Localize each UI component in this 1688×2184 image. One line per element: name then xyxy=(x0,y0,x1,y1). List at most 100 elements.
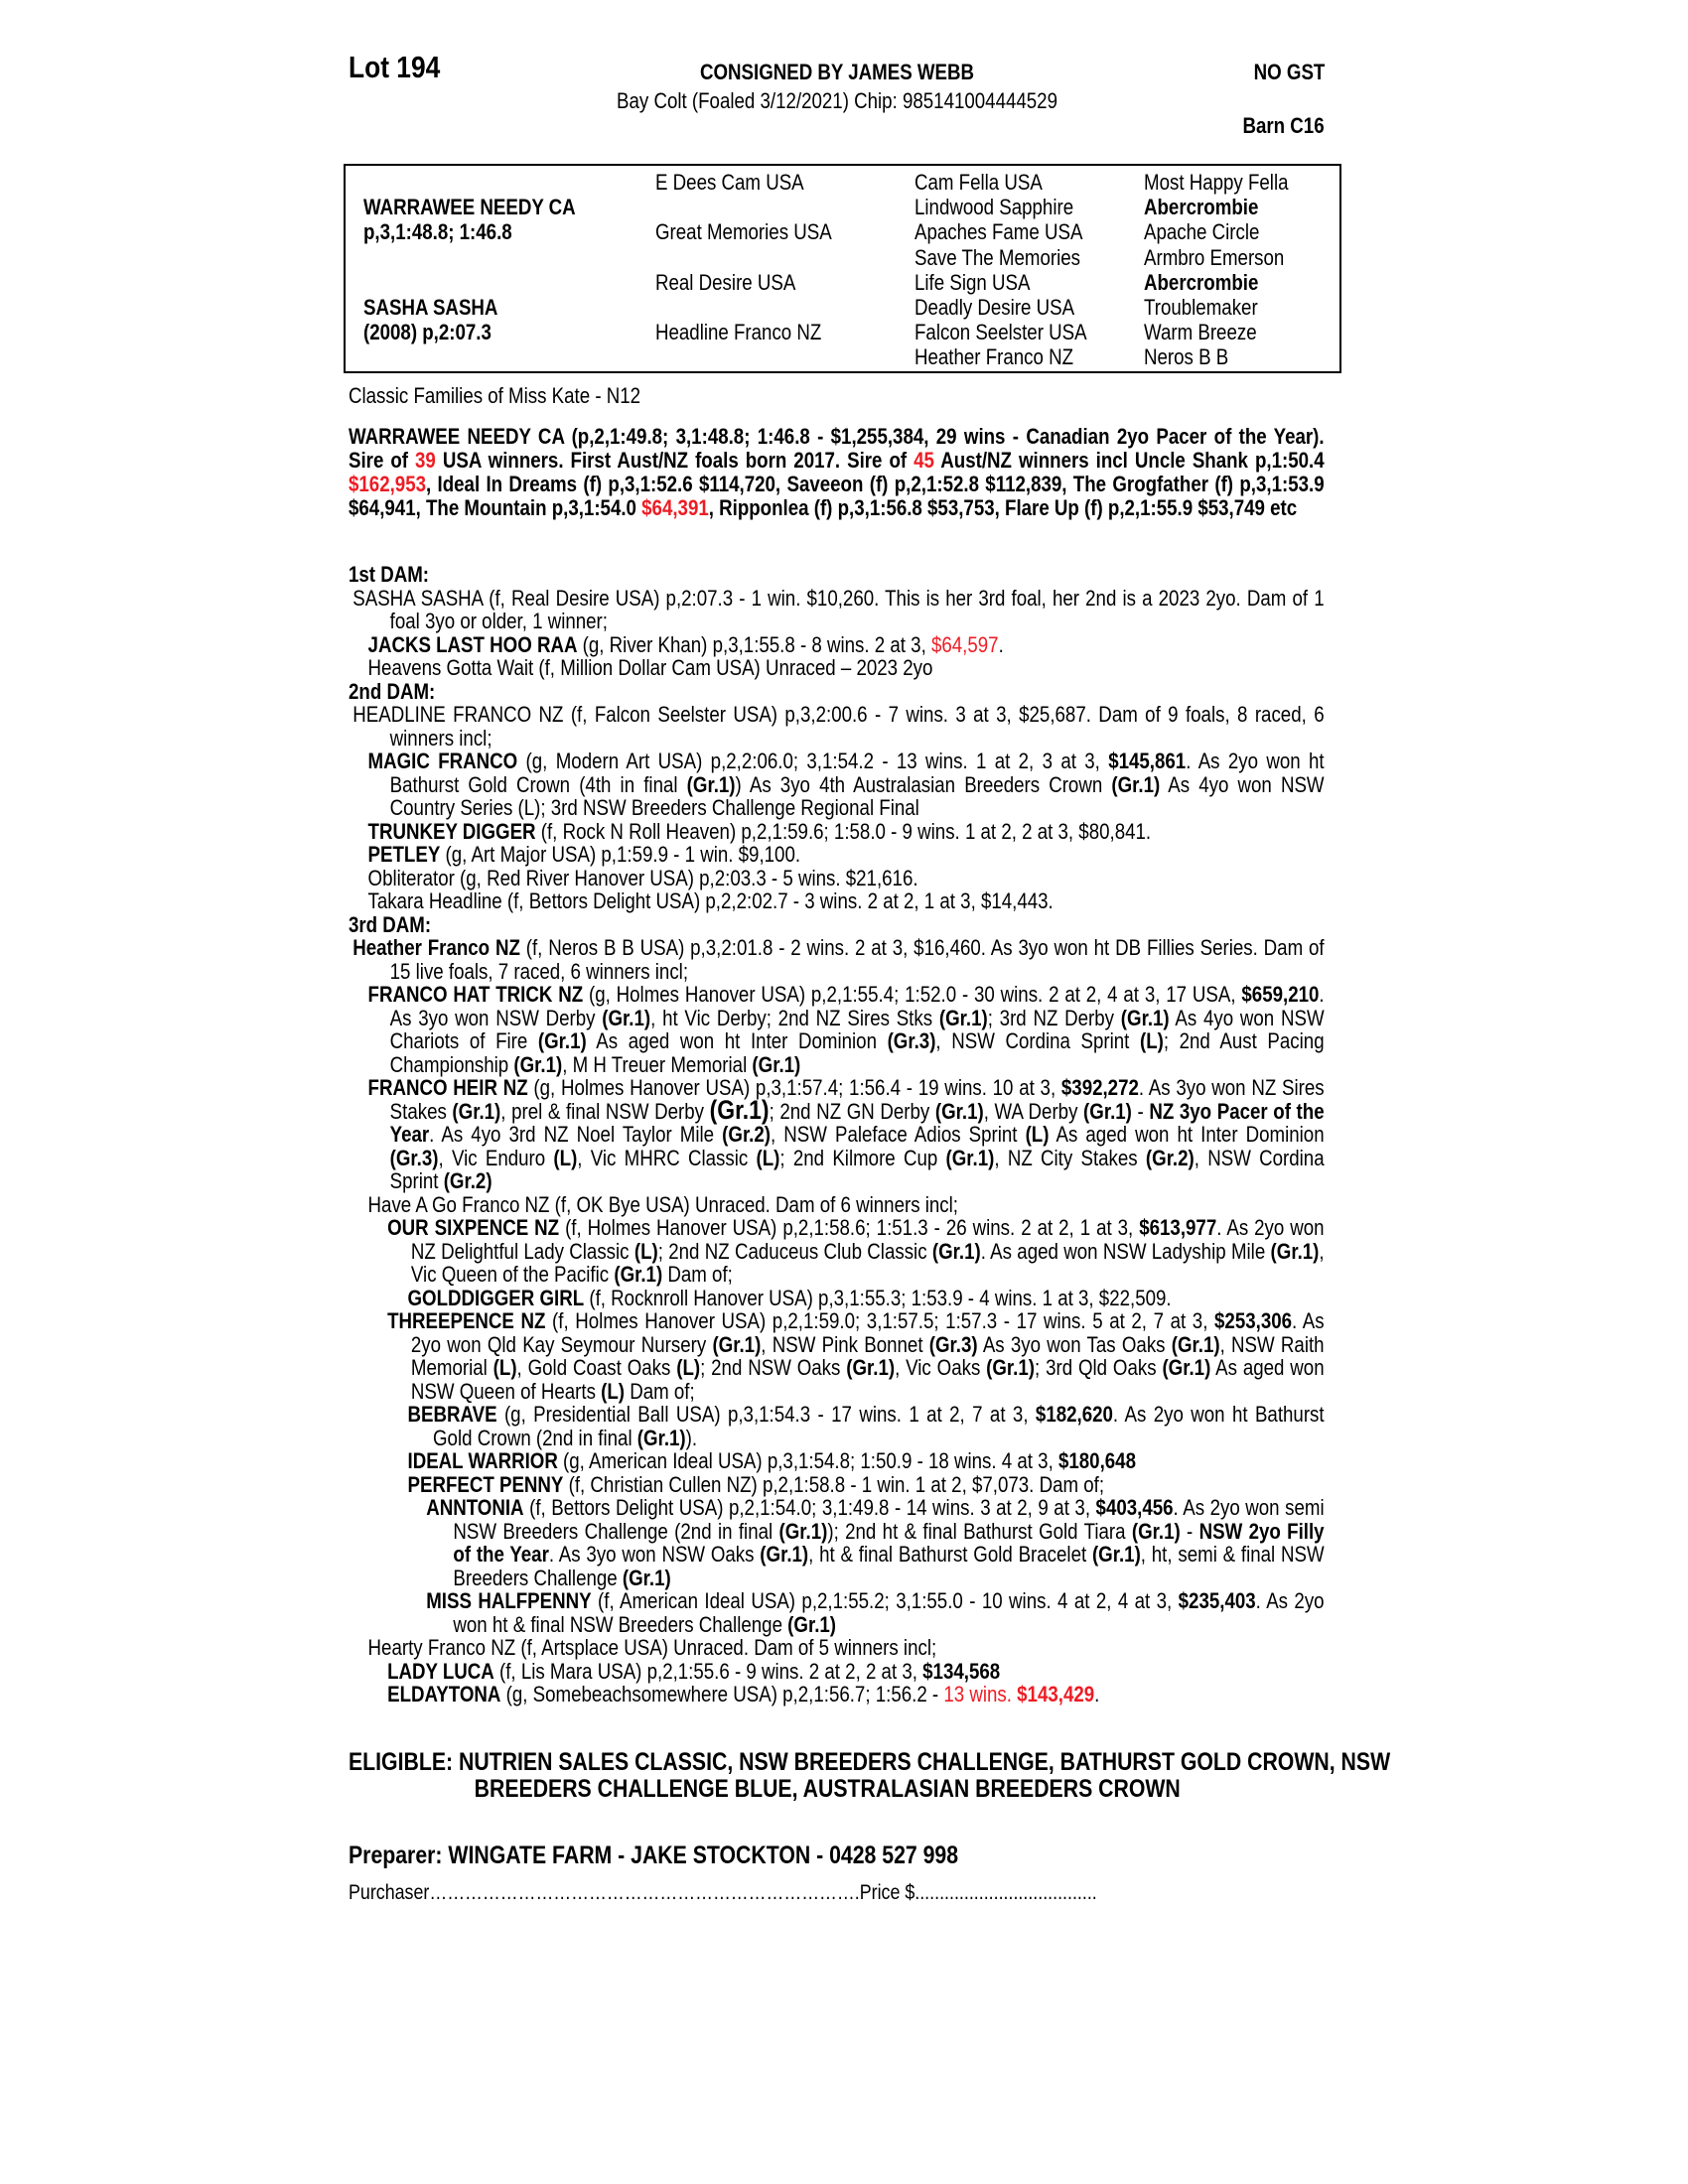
highlight-run: 13 wins. xyxy=(943,1682,1018,1706)
bold-run: PETLEY xyxy=(367,842,441,867)
gst-status: NO GST xyxy=(1253,60,1325,84)
bold-run: $134,568 xyxy=(922,1658,1001,1684)
bold-run: (L) xyxy=(1025,1122,1050,1147)
bold-run: ANNTONIA xyxy=(426,1495,524,1520)
text-run: , Vic Oaks xyxy=(895,1355,987,1380)
progeny-entry: FRANCO HAT TRICK NZ (g, Holmes Hanover U… xyxy=(349,983,1325,1076)
text-run: (f, Rocknroll Hanover USA) p,3,1:55.3; 1… xyxy=(584,1285,1172,1310)
text-run: (g, Holmes Hanover USA) p,2,1:55.4; 1:52… xyxy=(583,982,1242,1007)
text-run: . xyxy=(1094,1682,1100,1706)
bold-run: NSW 2yo Filly of the Year xyxy=(453,1518,1325,1567)
bold-run: (Gr.1) xyxy=(787,1611,837,1637)
text-run: ; 2nd NZ GN Derby xyxy=(769,1098,935,1124)
pedigree-gen4-ancestor: Troublemaker xyxy=(1144,295,1258,320)
text-run: ); 2nd ht & final Bathurst Gold Tiara xyxy=(827,1518,1132,1544)
bold-run: (Gr.1) xyxy=(986,1355,1036,1380)
progeny-entry: GOLDDIGGER GIRL (f, Rocknroll Hanover US… xyxy=(349,1285,1325,1310)
text-run: . As 3yo won NSW Derby xyxy=(389,982,1325,1030)
pedigree-great-grandparent: Save The Memories xyxy=(914,244,1080,270)
bold-run: (Gr.3) xyxy=(389,1145,439,1170)
text-run: , ht, semi & final NSW Breeders Challeng… xyxy=(453,1542,1325,1590)
text-run: USA winners. First Aust/NZ foals born 20… xyxy=(435,448,914,473)
bold-run: $145,861 xyxy=(1108,749,1187,773)
text-run: , M H Treuer Memorial xyxy=(562,1051,753,1077)
text-run: ; 2nd Kilmore Cup xyxy=(779,1145,946,1170)
pedigree-great-grandparent: Heather Franco NZ xyxy=(914,344,1074,370)
consignor: CONSIGNED BY JAMES WEBB xyxy=(699,60,975,84)
pedigree-great-grandparent: Apaches Fame USA xyxy=(914,219,1083,245)
dam-heading: 2nd DAM: xyxy=(349,678,436,704)
bold-run: (Gr.1) xyxy=(1131,1518,1181,1544)
bold-run: (Gr.1) xyxy=(752,1051,801,1077)
text-run: (f, Christian Cullen NZ) p,2,1:58.8 - 1 … xyxy=(563,1471,1105,1497)
bold-run: (L) xyxy=(601,1378,626,1404)
pedigree-grandparent: Great Memories USA xyxy=(655,219,832,245)
bold-run: (Gr.1) xyxy=(452,1098,501,1124)
progeny-entry: Obliterator (g, Red River Hanover USA) p… xyxy=(349,865,1325,890)
bold-run: $182,620 xyxy=(1035,1402,1113,1427)
text-run: (g, Art Major USA) p,1:59.9 - 1 win. $9,… xyxy=(440,842,801,867)
bold-run: (Gr.1) xyxy=(938,1005,988,1030)
progeny-entry: MAGIC FRANCO (g, Modern Art USA) p,2,2:0… xyxy=(349,750,1325,820)
progeny-entry: Takara Headline (f, Bettors Delight USA)… xyxy=(349,889,1325,913)
family-line: Classic Families of Miss Kate - N12 xyxy=(349,383,641,408)
pedigree-great-grandparent: Cam Fella USA xyxy=(914,170,1043,195)
text-run: (g, American Ideal USA) p,3,1:54.8; 1:50… xyxy=(557,1448,1058,1473)
text-run: ; 3rd NZ Derby xyxy=(987,1005,1121,1030)
bold-run: (Gr.1) xyxy=(945,1145,995,1170)
text-run: , NSW Paleface Adios Sprint xyxy=(771,1122,1026,1147)
text-run: Dam of; xyxy=(662,1262,733,1287)
text-run: . As 4yo 3rd NZ Noel Taylor Mile xyxy=(429,1122,723,1147)
bold-run: BEBRAVE xyxy=(407,1402,497,1427)
bold-run: (Gr.1) xyxy=(931,1238,981,1264)
text-run: . As 3yo won NZ Sires Stakes xyxy=(389,1075,1325,1124)
dam-heading: 1st DAM: xyxy=(349,562,430,587)
text-run: , NSW Cordina Sprint xyxy=(389,1145,1325,1193)
text-run: - xyxy=(1180,1518,1199,1544)
bold-run: (Gr.1) xyxy=(846,1355,896,1380)
progeny-entry: Have A Go Franco NZ (f, OK Bye USA) Unra… xyxy=(349,1192,1325,1217)
progeny-entry: IDEAL WARRIOR (g, American Ideal USA) p,… xyxy=(349,1449,1325,1473)
text-run: . As 2yo won NZ Delightful Lady Classic xyxy=(410,1215,1325,1264)
text-run: (g, River Khan) p,3,1:55.8 - 8 wins. 2 a… xyxy=(577,631,931,657)
text-run: As aged won NSW Queen of Hearts xyxy=(410,1355,1325,1404)
text-run: Hearty Franco NZ (f, Artsplace USA) Unra… xyxy=(367,1635,937,1660)
bold-run: (Gr.1) xyxy=(1270,1238,1320,1264)
bold-run: $180,648 xyxy=(1057,1448,1136,1473)
text-run: (f, Holmes Hanover USA) p,2,1:58.6; 1:51… xyxy=(559,1215,1140,1240)
pedigree-gen4-ancestor: Neros B B xyxy=(1144,344,1229,370)
bold-run: (Gr.1) xyxy=(636,1425,686,1450)
dam-lines: 1st DAM: SASHA SASHA (f, Real Desire USA)… xyxy=(349,563,1325,1706)
text-run: Heavens Gotta Wait (f, Million Dollar Ca… xyxy=(367,655,933,680)
progeny-entry: PERFECT PENNY (f, Christian Cullen NZ) p… xyxy=(349,1471,1325,1497)
bold-run: (L) xyxy=(633,1238,658,1264)
pedigree-great-grandparent: Falcon Seelster USA xyxy=(914,320,1087,345)
bold-run: FRANCO HAT TRICK NZ xyxy=(367,982,584,1007)
bold-run: JACKS LAST HOO RAA xyxy=(367,631,578,657)
text-run: , NZ City Stakes xyxy=(994,1145,1146,1170)
highlight-run: $64,391 xyxy=(641,495,709,520)
bold-run: (Gr.1) xyxy=(1083,1098,1132,1124)
text-run: , Vic MHRC Classic xyxy=(577,1145,757,1170)
pedigree-gen4-ancestor: Armbro Emerson xyxy=(1144,244,1285,270)
text-run: HEADLINE FRANCO NZ (f, Falcon Seelster U… xyxy=(352,702,1325,751)
bold-run: (Gr.1) xyxy=(686,771,736,797)
text-run: As aged won ht Inter Dominion xyxy=(1049,1122,1325,1147)
pedigree-gen4-ancestor: Abercrombie xyxy=(1144,269,1259,295)
bold-run: (Gr.1) xyxy=(513,1051,563,1077)
text-run: , ht Vic Derby; 2nd NZ Sires Stks xyxy=(650,1005,939,1030)
pedigree-table: WARRAWEE NEEDY CA p,3,1:48.8; 1:46.8 SASHA… xyxy=(344,164,1341,373)
progeny-entry: THREEPENCE NZ (f, Holmes Hanover USA) p,… xyxy=(349,1309,1325,1403)
pedigree-dam: SASHA SASHA xyxy=(363,295,498,320)
sire-summary: WARRAWEE NEEDY CA (p,2,1:49.8; 3,1:48.8;… xyxy=(349,425,1325,520)
progeny-entry: OUR SIXPENCE NZ (f, Holmes Hanover USA) … xyxy=(349,1216,1325,1287)
text-run: Obliterator (g, Red River Hanover USA) p… xyxy=(367,865,918,890)
bold-run: MISS HALFPENNY xyxy=(426,1588,592,1613)
text-run: (f, Lis Mara USA) p,2,1:55.6 - 9 wins. 2… xyxy=(493,1658,923,1684)
bold-run: MAGIC FRANCO xyxy=(367,749,518,773)
bold-run: (Gr.2) xyxy=(722,1122,772,1147)
preparer: Preparer: WINGATE FARM - JAKE STOCKTON -… xyxy=(349,1842,959,1869)
eligibility: ELIGIBLE: NUTRIEN SALES CLASSIC, NSW BRE… xyxy=(349,1748,1391,1803)
pedigree-grandparent: Headline Franco NZ xyxy=(655,320,822,345)
bold-run: (Gr.2) xyxy=(1145,1145,1195,1170)
